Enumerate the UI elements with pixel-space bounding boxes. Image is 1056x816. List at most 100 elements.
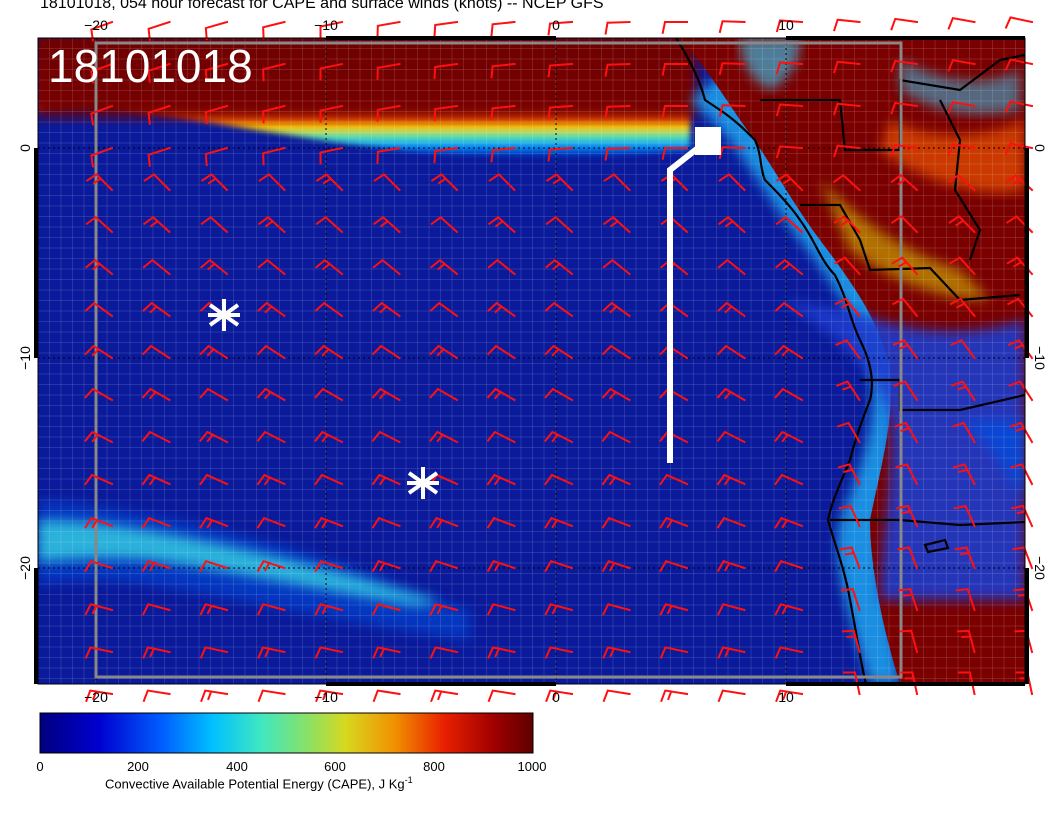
wind-barb: [838, 504, 861, 528]
track: [667, 127, 721, 463]
colorbar-tick: 200: [127, 759, 149, 774]
wind-barb: [142, 301, 171, 318]
wind-barb: [84, 430, 114, 444]
wind-barb: [659, 516, 689, 529]
wind-barb: [84, 646, 114, 659]
track-end-square: [695, 127, 721, 155]
wind-barb: [661, 63, 688, 76]
wind-barb: [602, 258, 631, 276]
wind-barb: [660, 689, 689, 703]
wind-barb: [839, 546, 861, 570]
wind-barb: [199, 559, 229, 573]
wind-barb: [947, 173, 976, 192]
wind-barb: [950, 338, 976, 360]
wind-barb: [716, 473, 746, 486]
wind-barb: [775, 61, 804, 75]
wind-barb: [257, 646, 286, 659]
wind-barb: [893, 380, 919, 402]
wind-barb: [775, 215, 804, 234]
wind-barb: [601, 516, 631, 529]
y-tick-label: 0: [1032, 144, 1048, 152]
wind-barb: [257, 258, 286, 276]
wind-barb: [1011, 504, 1034, 528]
wind-barb: [256, 430, 286, 444]
wind-barb: [604, 62, 631, 77]
y-tick-label: −20: [17, 556, 33, 580]
wind-barb: [199, 516, 229, 529]
map-title: 18101018, 054 hour forecast for CAPE and…: [40, 0, 604, 12]
wind-barb: [832, 173, 861, 192]
y-axis-left: 0 −10 −20: [17, 144, 33, 580]
wind-barb: [84, 387, 114, 402]
wind-barb: [371, 473, 401, 486]
wind-barb: [314, 344, 344, 360]
wind-barb: [892, 338, 919, 360]
wind-barb: [141, 516, 171, 529]
wind-barb: [718, 20, 746, 34]
wind-barb: [544, 603, 574, 616]
wind-barb: [544, 430, 574, 444]
wind-barb: [952, 463, 976, 486]
wind-barb: [199, 473, 229, 486]
wind-barb: [319, 146, 344, 165]
wind-barb: [371, 516, 401, 529]
wind-barb: [256, 516, 286, 529]
wind-barb: [953, 504, 976, 528]
wind-barb: [372, 258, 401, 276]
wind-barb: [204, 62, 229, 83]
wind-barb: [486, 559, 516, 573]
cape-band-southwest-core: [38, 520, 440, 606]
wind-barb: [147, 62, 171, 83]
wind-barb: [257, 215, 286, 234]
wind-barb: [892, 297, 919, 318]
wind-barb: [842, 671, 861, 696]
wind-barb: [141, 387, 171, 402]
wind-barb: [716, 516, 746, 529]
wind-barb: [837, 463, 861, 486]
colorbar-tick: 600: [324, 759, 346, 774]
wind-barb: [84, 301, 114, 318]
lake: [923, 538, 950, 554]
fine-grid: [38, 38, 1025, 684]
x-tick-label: −10: [314, 689, 338, 705]
wind-barb: [661, 147, 688, 160]
wind-barb: [204, 104, 229, 125]
wind-barb: [257, 689, 286, 703]
wind-barb: [547, 62, 574, 78]
wind-barb: [84, 473, 114, 486]
wind-barb: [659, 559, 689, 573]
wind-barb: [199, 344, 229, 360]
wind-barb: [951, 421, 976, 444]
wind-barb: [947, 59, 976, 72]
wind-barb: [372, 689, 401, 703]
wind-barb: [1012, 546, 1034, 570]
wind-barb: [661, 21, 688, 34]
wind-barb: [199, 258, 229, 276]
wind-barb: [545, 173, 574, 192]
wind-barb: [896, 504, 919, 528]
wind-barb: [314, 473, 344, 486]
wind-barb: [890, 173, 919, 192]
cape-field: [38, 38, 1025, 684]
wind-barb: [774, 258, 804, 276]
wind-barb: [199, 603, 229, 616]
wind-barb: [371, 387, 401, 402]
wind-barbs: [84, 16, 1034, 703]
africa-west-coast: [675, 38, 874, 684]
wind-barb: [315, 215, 344, 234]
wind-barb: [948, 256, 976, 276]
wind-barb: [890, 101, 919, 115]
wind-barb: [775, 145, 804, 159]
wind-barb: [319, 62, 344, 81]
wind-barb: [90, 104, 114, 126]
wind-barb: [85, 215, 114, 234]
wind-barb: [899, 629, 919, 654]
wind-barb: [716, 430, 746, 444]
wind-barb: [604, 104, 631, 119]
wind-barb: [319, 20, 344, 39]
wind-barb: [262, 104, 286, 124]
wind-barb: [487, 646, 516, 659]
wind-barb: [601, 387, 631, 402]
wind-barb: [430, 215, 459, 234]
